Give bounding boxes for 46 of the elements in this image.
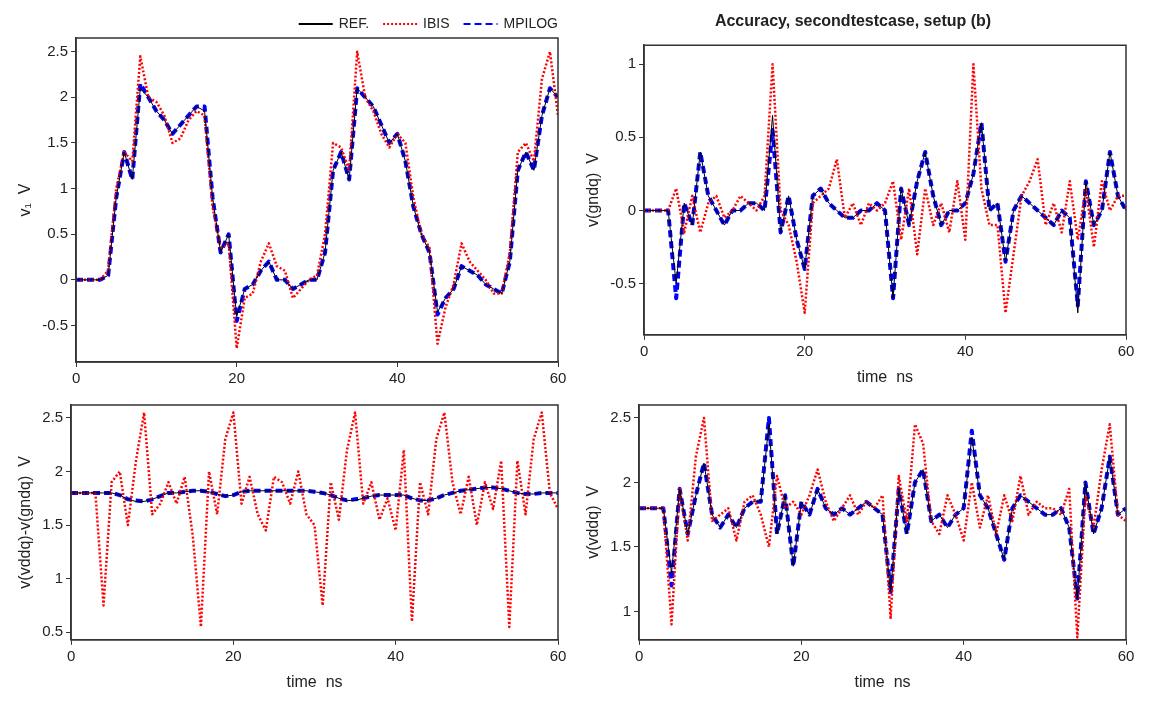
x-tick-label: 40 [387,646,405,664]
legend-label: REF. [338,14,370,31]
x-tick-label: 20 [225,646,242,664]
y-tick-label: 2.5 [47,41,69,59]
y-axis-title: v(gndq) V [584,152,602,227]
y-axis-title: v₁ V [16,183,34,217]
y-tick-label: 1 [59,178,69,196]
y-tick-label: 1 [627,54,637,72]
legend-label: IBIS [423,14,450,31]
x-axis-title: time ns [854,672,911,690]
x-tick-label: 60 [1117,341,1135,359]
y-tick-label: 0 [627,200,637,218]
x-tick-label: 40 [957,341,974,359]
x-axis-title: time ns [857,367,914,385]
line-series [644,62,1126,315]
x-tick-label: 20 [228,369,246,387]
y-tick-label: -0.5 [42,315,69,333]
y-tick-label: 2 [54,461,64,479]
legend-label: MPILOG [503,14,559,31]
y-tick-label: -0.5 [610,273,637,291]
y-axis-title: v(vddq) V [584,485,602,559]
y-tick-label: 1.5 [42,515,64,533]
y-tick-label: 1.5 [610,537,632,555]
y-tick-label: 0 [59,270,69,287]
chart-title: Accuracy, secondtestcase, setup (b) [714,12,992,30]
y-tick-label: 0.5 [615,127,637,145]
y-tick-label: 2 [622,472,632,490]
y-tick-label: 1.5 [47,133,69,151]
x-tick-label: 20 [796,341,814,359]
x-tick-label: 60 [1117,646,1135,664]
x-tick-label: 0 [639,341,649,359]
y-tick-label: 2 [59,87,69,105]
y-axis-title: v(vddq)-v(gndq) V [16,455,34,589]
x-tick-label: 40 [955,646,973,664]
x-tick-label: 20 [793,646,810,664]
x-tick-label: 60 [549,646,567,664]
y-tick-label: 0.5 [42,622,64,640]
y-tick-label: 2.5 [610,408,632,426]
x-tick-label: 40 [389,369,406,387]
x-tick-label: 0 [71,369,81,387]
y-tick-label: 1 [622,601,632,619]
y-tick-label: 0.5 [47,224,69,242]
y-tick-label: 2.5 [42,408,64,426]
x-tick-label: 60 [549,369,567,387]
x-axis-title: time ns [286,672,343,690]
y-tick-label: 1 [54,568,64,586]
